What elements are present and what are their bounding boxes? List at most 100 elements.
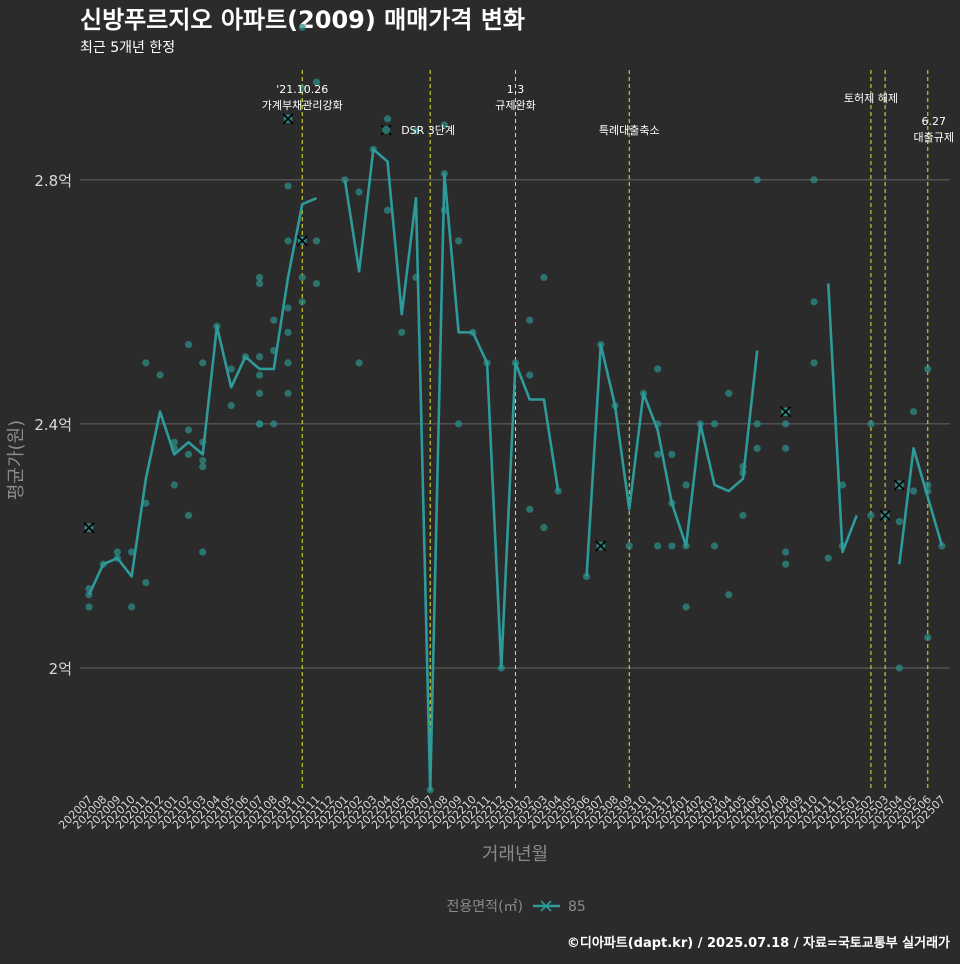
crossed-point — [595, 540, 607, 552]
data-point — [654, 450, 662, 459]
data-point — [540, 273, 548, 282]
data-point — [810, 298, 818, 306]
data-point — [654, 365, 662, 373]
data-point — [184, 450, 193, 459]
data-point — [782, 420, 790, 428]
chart-subtitle: 최근 5개년 한정 — [80, 40, 175, 56]
data-point — [668, 542, 676, 550]
data-point — [725, 389, 733, 397]
data-point — [199, 548, 207, 556]
series-lines — [87, 148, 944, 792]
data-point — [312, 237, 321, 245]
data-point — [298, 23, 306, 31]
data-point — [455, 237, 463, 245]
data-point — [170, 438, 178, 446]
y-axis-title: 평균가(원) — [6, 420, 27, 500]
data-point — [895, 517, 903, 526]
event-label: 대출규제 — [914, 131, 954, 144]
data-point — [455, 420, 463, 428]
y-tick-label: 2.4억 — [34, 416, 72, 434]
data-point — [383, 115, 392, 123]
data-point — [383, 206, 392, 214]
data-point — [284, 304, 292, 312]
crossed-point-stroke — [296, 235, 308, 247]
data-point — [284, 389, 292, 397]
event-label: 규제완화 — [495, 99, 535, 112]
data-point — [810, 176, 818, 184]
data-point — [227, 365, 235, 373]
x-axis-title: 거래년월 — [482, 844, 548, 865]
legend-entry-85: 85 — [568, 899, 586, 915]
legend-title: 전용면적(㎡) — [447, 899, 523, 915]
x-axis-ticks: 2020072020082020092020102020112020122021… — [56, 793, 948, 832]
data-point — [824, 554, 832, 562]
crossed-point-stroke — [595, 540, 607, 552]
data-point — [284, 182, 292, 190]
data-point — [668, 450, 676, 459]
crossed-point-stroke — [893, 479, 905, 491]
data-point — [753, 444, 761, 452]
data-point — [398, 328, 406, 336]
series-line-85 — [826, 283, 858, 554]
data-point — [725, 591, 733, 599]
event-lines — [301, 70, 929, 790]
data-point — [298, 273, 306, 282]
data-point — [156, 371, 164, 379]
data-point — [184, 426, 193, 434]
data-point — [909, 408, 918, 416]
data-point — [270, 316, 278, 324]
data-point — [682, 603, 690, 611]
data-point — [256, 371, 264, 379]
data-point — [924, 365, 932, 373]
data-point — [199, 359, 207, 367]
series-line-85 — [87, 196, 317, 596]
data-point — [128, 603, 136, 611]
data-point — [142, 359, 150, 367]
data-point — [284, 328, 292, 336]
legend: 전용면적(㎡) 85 — [447, 899, 586, 915]
data-point — [753, 176, 761, 184]
data-point — [782, 560, 790, 568]
data-point — [924, 633, 932, 642]
data-point — [654, 542, 662, 550]
data-point — [710, 542, 719, 550]
event-label: DSR 3단계 — [401, 124, 455, 137]
data-point — [526, 505, 534, 513]
data-point — [540, 524, 548, 532]
data-point — [355, 188, 363, 196]
crossed-point — [282, 113, 294, 125]
data-point — [909, 487, 918, 495]
data-point — [739, 511, 747, 520]
data-point — [284, 237, 292, 245]
event-marker-dot — [382, 126, 391, 134]
series-line-85 — [585, 343, 759, 577]
y-axis-ticks: 2억 2.4억 2.8억 — [34, 172, 72, 678]
data-point — [782, 444, 790, 452]
event-label: '21.10.26 — [276, 83, 328, 96]
data-point — [298, 84, 306, 92]
data-point — [625, 542, 633, 550]
data-point — [710, 420, 719, 428]
data-point — [256, 420, 264, 428]
crossed-point — [780, 406, 792, 418]
crossed-point-stroke — [282, 113, 294, 125]
data-point — [867, 511, 875, 520]
data-point — [227, 401, 235, 410]
event-label: 6.27 — [922, 115, 947, 128]
data-point — [199, 463, 207, 471]
data-point — [256, 273, 264, 282]
crossed-point — [879, 509, 891, 521]
crossed-points — [83, 113, 905, 552]
crossed-point-stroke — [780, 406, 792, 418]
data-point — [142, 499, 150, 507]
data-point — [355, 359, 363, 367]
data-point — [128, 548, 136, 556]
y-tick-label: 2억 — [49, 660, 72, 678]
data-point — [440, 121, 449, 129]
data-point — [810, 359, 818, 367]
y-tick-label: 2.8억 — [34, 172, 72, 190]
